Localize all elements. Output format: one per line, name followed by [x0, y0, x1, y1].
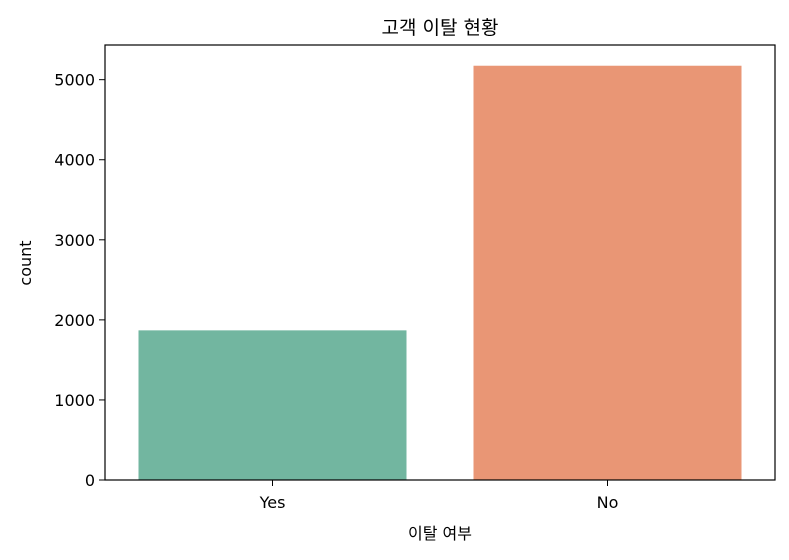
- bars-layer: [138, 65, 742, 481]
- y-tick-label: 4000: [54, 151, 95, 170]
- bar-yes: [138, 330, 407, 480]
- x-axis: Yes No: [259, 480, 619, 512]
- chart-title: 고객 이탈 현황: [382, 17, 499, 39]
- y-tick-label: 1000: [54, 391, 95, 410]
- bar-no: [473, 65, 742, 481]
- x-axis-label: 이탈 여부: [408, 524, 472, 543]
- x-tick-label: No: [597, 493, 619, 512]
- x-tick-label: Yes: [259, 493, 286, 512]
- y-tick-label: 0: [85, 471, 95, 490]
- y-tick-label: 5000: [54, 71, 95, 90]
- y-tick-label: 3000: [54, 231, 95, 250]
- y-axis-label: count: [16, 240, 35, 285]
- y-tick-label: 2000: [54, 311, 95, 330]
- y-axis: 0 1000 2000 3000 4000 5000: [54, 71, 105, 490]
- plot-frame: [104, 44, 776, 481]
